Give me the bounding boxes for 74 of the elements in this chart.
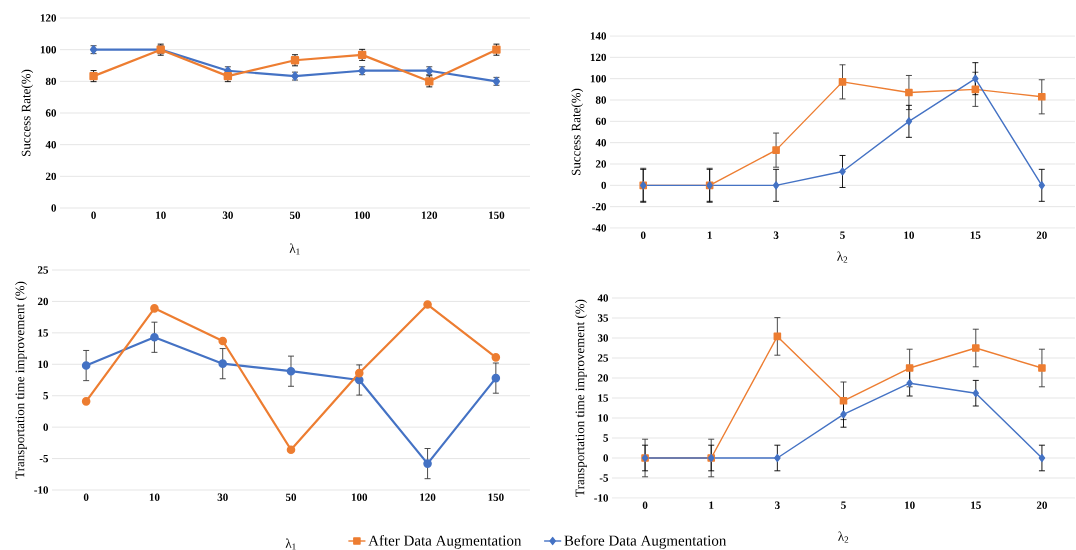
y-tick-label: 40 — [597, 294, 609, 302]
y-tick-label: -5 — [39, 454, 49, 463]
y-tick-label: 5 — [603, 434, 609, 442]
x-tick-label: 100 — [354, 211, 370, 219]
y-tick-label: 120 — [40, 14, 57, 22]
x-tick-label: 5 — [840, 231, 845, 239]
y-tick-label: 20 — [45, 172, 57, 181]
y-tick-label: 30 — [597, 334, 609, 342]
y-tick-label: 60 — [45, 109, 57, 117]
y-axis-title: Transportation time improvement (%) — [575, 299, 587, 497]
legend-label: After Data Augmentation — [368, 534, 522, 549]
y-tick-label: 10 — [38, 360, 49, 368]
x-tick-label: 50 — [289, 211, 301, 219]
x-axis-title: λ$_{1}$ — [289, 243, 300, 255]
x-tick-label: 0 — [640, 231, 646, 239]
x-tick-label: 120 — [421, 211, 438, 219]
x-tick-label: 15 — [970, 231, 981, 239]
x-tick-label: 3 — [773, 231, 779, 239]
x-tick-label: 10 — [156, 211, 166, 219]
x-tick-label: 120 — [420, 493, 436, 501]
x-tick-label: 100 — [351, 493, 368, 501]
x-tick-label: 30 — [222, 211, 233, 219]
x-tick-label: 1 — [709, 501, 714, 509]
x-tick-label: 15 — [971, 501, 981, 509]
x-axis-title: λ$_{1}$ — [285, 538, 296, 550]
x-tick-label: 10 — [905, 501, 915, 509]
y-tick-label: 40 — [45, 140, 57, 149]
y-tick-label: 40 — [595, 138, 607, 147]
y-tick-label: 0 — [603, 454, 609, 462]
y-tick-label: -10 — [594, 494, 609, 502]
y-tick-label: 100 — [590, 74, 607, 83]
y-axis-title: Success Rate(%) — [571, 88, 584, 175]
y-tick-label: 35 — [597, 314, 609, 322]
y-tick-label: -20 — [592, 202, 607, 211]
y-tick-label: 0 — [51, 204, 57, 212]
y-tick-label: 60 — [595, 117, 607, 126]
y-tick-label: -10 — [34, 486, 49, 494]
y-tick-label: 80 — [595, 96, 607, 104]
x-tick-label: 20 — [1036, 231, 1047, 239]
legend-label: Before Data Augmentation — [564, 534, 727, 549]
x-tick-label: 10 — [149, 493, 160, 501]
y-tick-label: 20 — [595, 160, 607, 168]
y-tick-label: 0 — [43, 423, 49, 431]
x-tick-label: 0 — [91, 211, 96, 219]
x-tick-label: 150 — [489, 211, 505, 219]
x-tick-label: 20 — [1036, 501, 1048, 509]
x-tick-label: 3 — [775, 501, 780, 509]
x-tick-label: 10 — [904, 231, 915, 239]
y-tick-label: 0 — [601, 181, 607, 190]
y-tick-label: 10 — [598, 414, 609, 422]
x-tick-label: 30 — [217, 493, 228, 501]
y-tick-label: 80 — [45, 77, 57, 86]
y-tick-label: 5 — [43, 392, 49, 400]
y-tick-label: -5 — [599, 474, 609, 482]
y-axis-title: Success Rate(%) — [21, 69, 34, 156]
y-tick-label: 25 — [597, 354, 609, 362]
y-axis-title: Transportation time improvement (%) — [15, 281, 27, 479]
x-tick-label: 150 — [488, 493, 504, 501]
y-tick-label: 100 — [40, 45, 57, 54]
y-tick-label: 15 — [38, 329, 49, 337]
x-axis-title: λ$_{2}$ — [837, 251, 848, 263]
x-axis-title: λ$_{2}$ — [838, 531, 849, 543]
y-tick-label: 25 — [37, 266, 49, 274]
y-tick-label: 120 — [590, 53, 607, 62]
x-tick-label: 1 — [707, 231, 712, 239]
y-tick-label: 140 — [590, 32, 607, 40]
x-tick-label: 5 — [841, 501, 846, 509]
y-tick-label: -40 — [592, 224, 607, 232]
y-tick-label: 15 — [598, 394, 609, 402]
x-tick-label: 0 — [642, 501, 648, 509]
y-tick-label: 20 — [597, 374, 609, 382]
y-tick-label: 20 — [37, 297, 49, 306]
x-tick-label: 0 — [83, 493, 89, 501]
x-tick-label: 50 — [285, 493, 297, 501]
